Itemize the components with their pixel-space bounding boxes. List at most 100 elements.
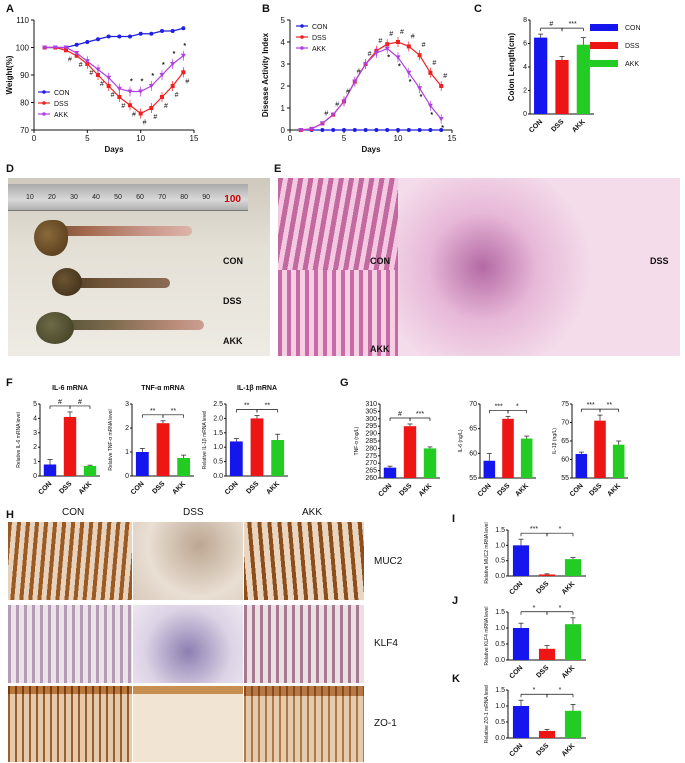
J-bar-dss <box>538 648 556 660</box>
ruler-tick-50: 50 <box>114 194 122 201</box>
A-sig-hash-8: # <box>121 103 125 110</box>
G2-xtick-label-con: CON <box>477 482 493 498</box>
J-sig-label-0: * <box>533 605 536 612</box>
K-ytick-label-1.0: 1.0 <box>495 703 505 710</box>
B-sig-hash-9: # <box>389 31 393 38</box>
A-xtick-label-10: 10 <box>136 134 145 143</box>
K-ylabel: Relative ZO-1 mRNA level <box>484 685 490 743</box>
B-xtick-label-0: 0 <box>288 134 293 143</box>
A-point-con-4 <box>74 42 79 47</box>
F1-bar-con <box>43 464 57 476</box>
B-point-con-8 <box>374 128 379 132</box>
A-legend-label-con: CON <box>54 90 70 97</box>
F3-bar-con <box>229 441 243 476</box>
C-ytick-label-8: 8 <box>523 17 527 24</box>
A-sig-hash-10: # <box>143 120 147 127</box>
G1-xtick-label-con: CON <box>377 482 393 498</box>
A-point-akk-11 <box>148 84 154 89</box>
G3-ytick-label-60: 60 <box>561 457 569 464</box>
panel-d-photo: 10 20 30 40 50 60 70 80 90 100 CON DSS AKK <box>8 178 270 356</box>
K-sig-label-1: * <box>559 687 562 694</box>
K-ytick-label-0.0: 0.0 <box>495 735 505 742</box>
G2-bar-con <box>483 460 496 478</box>
B-point-akk-2 <box>309 126 315 132</box>
B-legend-label-con: CON <box>312 24 328 31</box>
I-xtick-label-dss: DSS <box>535 580 550 595</box>
B-point-dss-14 <box>439 84 444 88</box>
B-sig-hash-11: # <box>411 33 415 40</box>
h-row-klf4: KLF4 <box>374 638 398 649</box>
A-xlabel: Days <box>104 145 124 154</box>
F2-sig-label-0: ** <box>150 408 156 415</box>
ruler-tick-100: 100 <box>224 194 241 205</box>
A-sig-star-12: * <box>162 62 165 69</box>
A-sig-hash-9: # <box>132 111 136 118</box>
B-point-dss-13 <box>428 70 433 75</box>
C-ylabel: Colon Length(cm) <box>507 32 516 101</box>
A-legend-marker-akk <box>42 112 46 116</box>
A-point-dss-3 <box>64 48 68 53</box>
I-bar-akk <box>564 559 582 576</box>
B-legend-marker-akk <box>300 46 304 50</box>
F3-bar-dss <box>250 418 264 476</box>
B-ytick-label-2: 2 <box>281 82 286 91</box>
A-point-con-12 <box>160 29 164 33</box>
B-sig-hash-8: # <box>378 38 382 45</box>
G3-bar-akk <box>612 444 625 478</box>
A-point-akk-9 <box>127 89 133 94</box>
G1-ytick-label-290: 290 <box>365 431 377 438</box>
A-point-akk-5 <box>84 59 90 64</box>
J-ytick-label-0.0: 0.0 <box>495 657 505 664</box>
G2-bar-akk <box>520 438 533 478</box>
B-sig-hash-13: # <box>432 60 436 67</box>
I-bar-dss <box>538 574 556 576</box>
legend-swatch-con <box>590 24 618 31</box>
G1-bar-con <box>383 467 397 478</box>
A-sig-hash-14: # <box>185 78 189 85</box>
J-sig-label-1: * <box>559 605 562 612</box>
C-bar-con <box>534 37 548 114</box>
K-bar-con <box>512 706 530 738</box>
B-point-dss-11 <box>406 44 411 49</box>
B-sig-hash-5: # <box>346 88 350 95</box>
A-point-akk-14 <box>180 53 186 59</box>
A-point-con-13 <box>170 29 175 33</box>
A-point-dss-13 <box>170 84 175 88</box>
h-row-zo1: ZO-1 <box>374 718 397 729</box>
photo-e-label-akk: AKK <box>370 344 390 354</box>
F1-ytick-label-1: 1 <box>33 459 37 466</box>
F1-ylabel: Relative IL-6 mRNA level <box>16 412 22 468</box>
F1-bar-akk <box>83 465 97 476</box>
K-sig-label-0: * <box>533 687 536 694</box>
A-ytick-label-70: 70 <box>20 126 29 135</box>
G3-ylabel: IL-1β (ng/L) <box>552 428 558 454</box>
A-point-akk-7 <box>106 75 112 81</box>
ihc-klf4-con <box>8 605 132 683</box>
panel-letter-D: D <box>6 163 14 175</box>
I-ytick-label-0.0: 0.0 <box>495 573 505 580</box>
B-ytick-label-3: 3 <box>281 60 286 69</box>
J-bar-akk <box>564 624 582 660</box>
F1-ytick-label-5: 5 <box>33 401 37 408</box>
A-point-con-7 <box>106 34 111 39</box>
G2-ytick-label-60: 60 <box>469 450 477 457</box>
G2-bar-dss <box>502 418 514 478</box>
A-xtick-label-15: 15 <box>190 134 199 143</box>
F3-ytick-label-1.0: 1.0 <box>213 444 223 451</box>
colon-akk-cecum <box>36 312 74 344</box>
F2-xtick-label-dss: DSS <box>151 480 166 495</box>
G1-ytick-label-300: 300 <box>365 416 377 423</box>
A-point-akk-6 <box>95 67 101 72</box>
A-sig-star-13: * <box>173 51 176 58</box>
B-sig-hash-14: # <box>443 73 447 80</box>
A-sig-hash-12: # <box>164 103 168 110</box>
B-point-con-3 <box>320 128 325 132</box>
h-row-muc2: MUC2 <box>374 556 403 567</box>
ruler-tick-70: 70 <box>158 194 166 201</box>
panel-letter-K: K <box>452 673 460 685</box>
G1-ytick-label-285: 285 <box>365 438 377 445</box>
F3-xtick-label-akk: AKK <box>265 480 281 496</box>
G1-bar-akk <box>423 448 437 478</box>
A-sig-hash-7: # <box>111 92 115 99</box>
